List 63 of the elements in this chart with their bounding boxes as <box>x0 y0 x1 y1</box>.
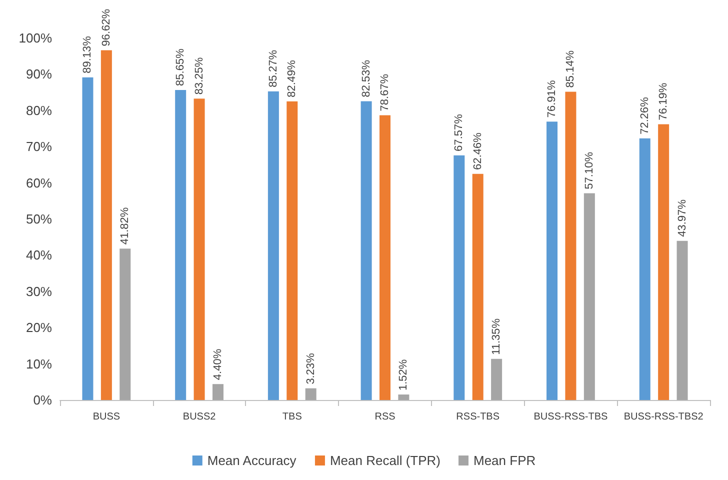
y-tick-label: 10% <box>26 356 52 372</box>
x-tick-label: RSS <box>374 412 396 422</box>
bar <box>398 394 410 400</box>
bar <box>194 98 205 400</box>
data-label: 11.35% <box>490 318 503 355</box>
data-label: 96.62% <box>100 8 112 46</box>
x-tick-label: BUSS2 <box>182 412 216 422</box>
legend-label: Mean FPR <box>473 453 536 468</box>
bar <box>120 248 131 400</box>
data-label: 76.91% <box>546 80 558 118</box>
data-label: 62.46% <box>472 132 484 170</box>
data-label: 43.97% <box>676 199 688 237</box>
x-tick-label: BUSS <box>92 412 120 422</box>
x-tick-label: BUSS-RSS-TBS <box>534 412 608 422</box>
y-tick-label: 0% <box>33 392 52 408</box>
data-label: 78.67% <box>379 74 391 112</box>
x-tick-label: BUSS-RSS-TBS2 <box>624 412 704 422</box>
data-label: 85.27% <box>267 50 280 88</box>
bar <box>565 92 576 400</box>
y-tick-label: 60% <box>26 175 52 190</box>
bar <box>305 388 316 400</box>
data-label: 67.57% <box>453 114 466 152</box>
bar <box>546 122 558 400</box>
bar <box>454 155 465 400</box>
bar <box>491 358 502 400</box>
bar <box>175 90 186 400</box>
y-tick-label: 40% <box>26 248 52 263</box>
bar <box>100 50 112 400</box>
data-label: 85.65% <box>174 48 187 86</box>
data-label: 83.25% <box>193 57 206 95</box>
data-label: 4.40% <box>212 348 224 380</box>
y-tick-label: 30% <box>26 284 52 299</box>
bar <box>360 101 372 400</box>
bar <box>584 193 595 400</box>
bar <box>676 240 688 400</box>
x-tick-label: RSS-TBS <box>456 412 500 422</box>
data-label: 89.13% <box>82 36 94 74</box>
legend-label: Mean Recall (TPR) <box>330 453 440 468</box>
bar <box>268 91 279 400</box>
data-label: 82.49% <box>286 60 298 98</box>
y-tick-label: 90% <box>26 66 52 82</box>
bar <box>380 115 390 400</box>
legend-label: Mean Accuracy <box>207 453 297 468</box>
data-label: 72.26% <box>638 96 651 134</box>
data-label: 76.19% <box>658 82 670 120</box>
data-label: 57.10% <box>583 152 596 190</box>
x-tick-label: TBS <box>282 412 302 422</box>
bar <box>286 101 298 400</box>
y-tick-label: 50% <box>26 212 52 226</box>
bar <box>82 77 94 400</box>
data-label: 1.52% <box>398 359 410 390</box>
y-tick-label: 100% <box>18 30 52 46</box>
data-label: 3.23% <box>304 352 317 384</box>
bar <box>472 174 484 400</box>
bar <box>639 138 650 400</box>
y-tick-label: 70% <box>26 139 52 154</box>
bar <box>658 124 670 400</box>
y-tick-label: 80% <box>26 102 52 118</box>
data-label: 41.82% <box>119 207 132 245</box>
data-label: 85.14% <box>564 50 577 88</box>
y-tick-label: 20% <box>26 320 52 336</box>
data-label: 82.53% <box>360 60 372 98</box>
bar <box>212 384 224 400</box>
